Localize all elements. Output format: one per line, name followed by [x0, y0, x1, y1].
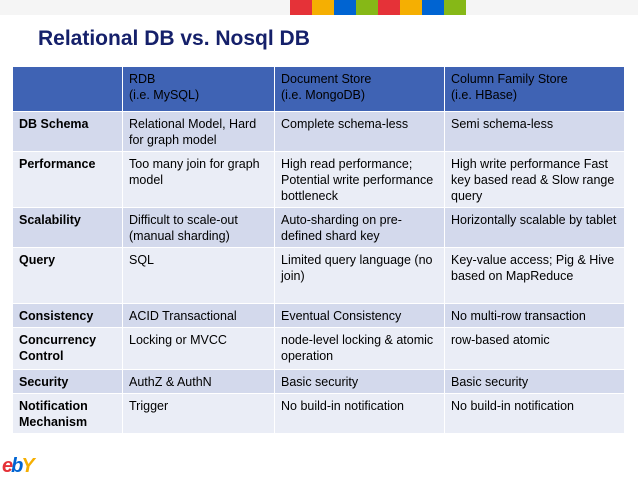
column-family-cell: No multi-row transaction [444, 303, 625, 328]
table-row: Concurrency Control Locking or MVCC node… [12, 327, 625, 370]
column-family-cell: Basic security [444, 369, 625, 394]
document-cell: Auto-sharding on pre-defined shard key [274, 207, 445, 248]
document-cell: High read performance; Potential write p… [274, 151, 445, 208]
table-row: Query SQL Limited query language (no joi… [12, 247, 625, 304]
rdb-cell: ACID Transactional [122, 303, 275, 328]
comparison-table: RDB (i.e. MySQL) Document Store (i.e. Mo… [12, 66, 625, 434]
header-subtitle: (i.e. MongoDB) [281, 88, 366, 102]
stripe-segment [466, 0, 638, 15]
document-cell: Eventual Consistency [274, 303, 445, 328]
header-cell-column-family-store: Column Family Store (i.e. HBase) [444, 66, 625, 112]
stripe-segment [444, 0, 466, 15]
stripe-segment [400, 0, 422, 15]
document-cell: Limited query language (no join) [274, 247, 445, 304]
stripe-segment [356, 0, 378, 15]
header-cell-document-store: Document Store (i.e. MongoDB) [274, 66, 445, 112]
rdb-cell: SQL [122, 247, 275, 304]
stripe-segment [0, 0, 290, 15]
rdb-cell: Locking or MVCC [122, 327, 275, 370]
column-family-cell: Horizontally scalable by tablet [444, 207, 625, 248]
slide-title: Relational DB vs. Nosql DB [38, 27, 310, 50]
stripe-segment [334, 0, 356, 15]
rdb-cell: Relational Model, Hard for graph model [122, 111, 275, 152]
column-family-cell: High write performance Fast key based re… [444, 151, 625, 208]
column-family-cell: Semi schema-less [444, 111, 625, 152]
row-label: DB Schema [12, 111, 123, 152]
header-subtitle: (i.e. MySQL) [129, 88, 200, 102]
header-cell-rdb: RDB (i.e. MySQL) [122, 66, 275, 112]
header-title: Column Family Store [451, 72, 568, 86]
row-label: Query [12, 247, 123, 304]
column-family-cell: row-based atomic [444, 327, 625, 370]
stripe-segment [378, 0, 400, 15]
table-row: Consistency ACID Transactional Eventual … [12, 303, 625, 328]
color-stripe [0, 0, 638, 15]
row-label: Consistency [12, 303, 123, 328]
column-family-cell: Key-value access; Pig & Hive based on Ma… [444, 247, 625, 304]
header-cell-empty [12, 66, 123, 112]
logo-letter-e: e [2, 455, 13, 477]
rdb-cell: Too many join for graph model [122, 151, 275, 208]
table-row: DB Schema Relational Model, Hard for gra… [12, 111, 625, 152]
column-family-cell: No build-in notification [444, 393, 625, 434]
logo-letter-b: b [11, 455, 23, 477]
stripe-segment [312, 0, 334, 15]
logo-letter-y: Y [21, 455, 34, 477]
rdb-cell: Difficult to scale-out (manual sharding) [122, 207, 275, 248]
header-title: Document Store [281, 72, 372, 86]
rdb-cell: Trigger [122, 393, 275, 434]
table-row: Scalability Difficult to scale-out (manu… [12, 207, 625, 248]
table-row: Security AuthZ & AuthN Basic security Ba… [12, 369, 625, 394]
header-subtitle: (i.e. HBase) [451, 88, 517, 102]
header-title: RDB [129, 72, 156, 86]
rdb-cell: AuthZ & AuthN [122, 369, 275, 394]
table-row: Notification Mechanism Trigger No build-… [12, 393, 625, 434]
ebay-logo: ebY [2, 455, 46, 479]
stripe-segment [290, 0, 312, 15]
table-row: Performance Too many join for graph mode… [12, 151, 625, 208]
document-cell: Basic security [274, 369, 445, 394]
row-label: Performance [12, 151, 123, 208]
header-row: RDB (i.e. MySQL) Document Store (i.e. Mo… [12, 66, 625, 112]
row-label: Scalability [12, 207, 123, 248]
stripe-segment [422, 0, 444, 15]
document-cell: Complete schema-less [274, 111, 445, 152]
row-label: Concurrency Control [12, 327, 123, 370]
row-label: Security [12, 369, 123, 394]
row-label: Notification Mechanism [12, 393, 123, 434]
document-cell: No build-in notification [274, 393, 445, 434]
document-cell: node-level locking & atomic operation [274, 327, 445, 370]
